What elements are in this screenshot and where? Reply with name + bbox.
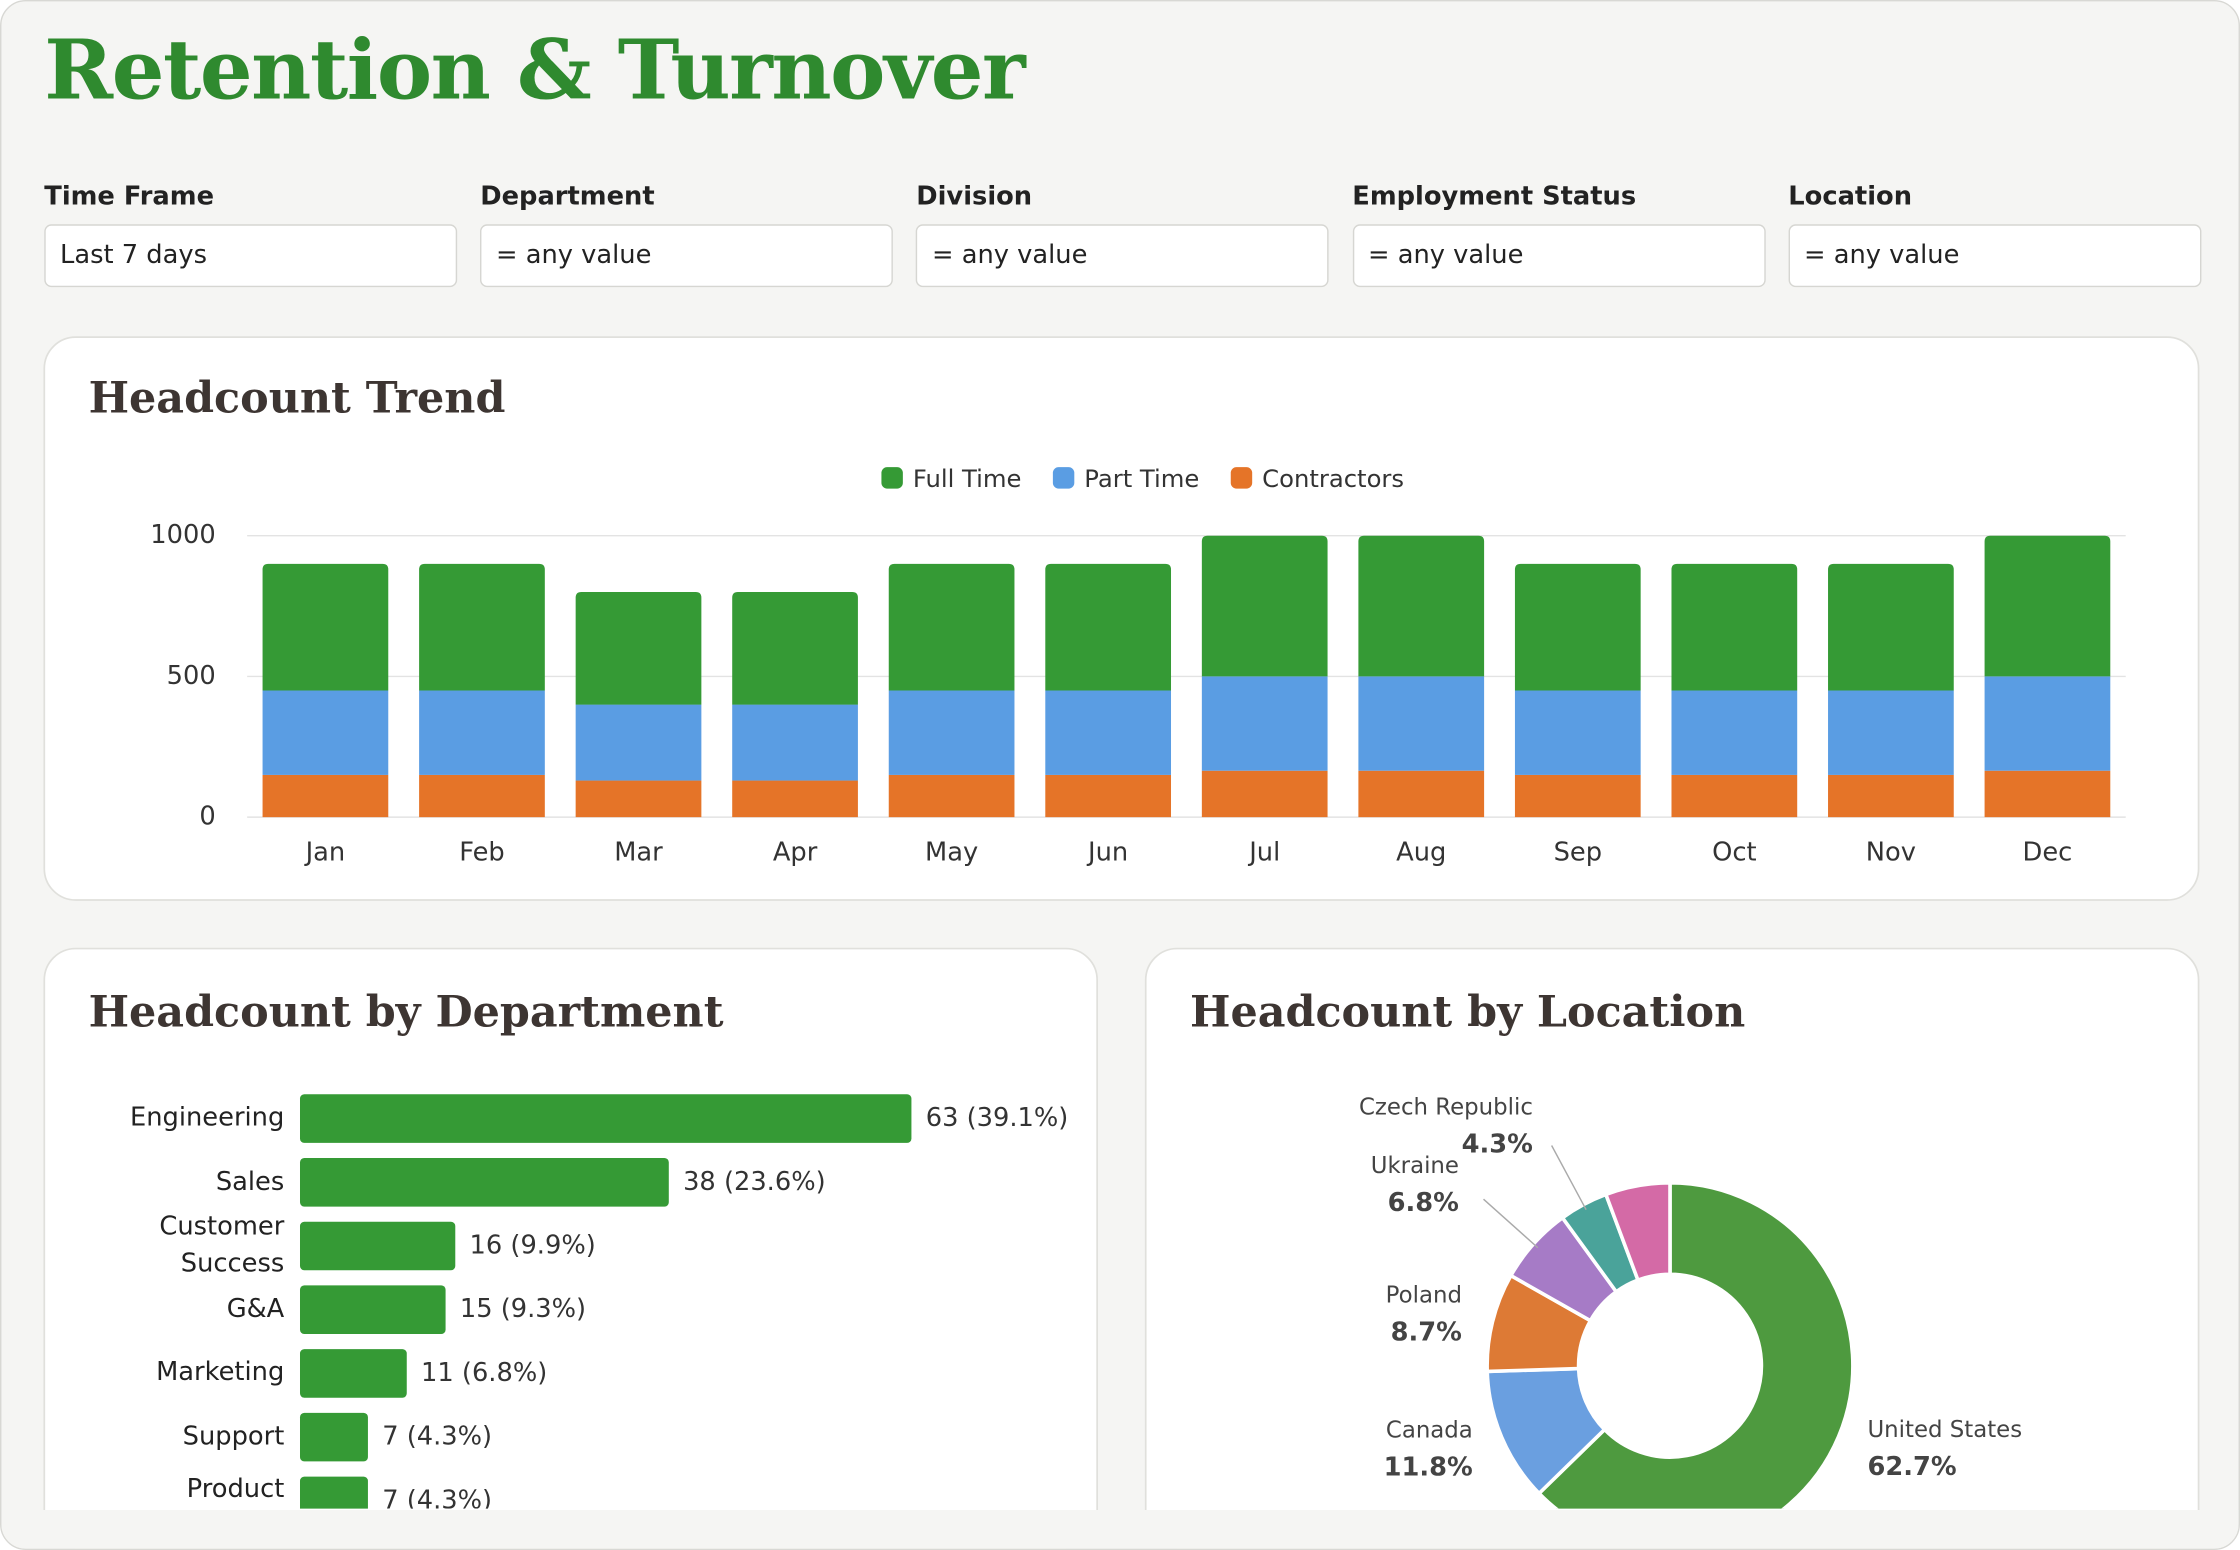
value-label: 38 (23.6%) bbox=[683, 1167, 826, 1197]
bar-segment bbox=[1985, 536, 2111, 677]
y-tick-label: 0 bbox=[199, 802, 215, 832]
value-label: 7 (4.3%) bbox=[382, 1422, 492, 1452]
bar-segment bbox=[263, 775, 389, 817]
page-edge bbox=[1, 1510, 2240, 1550]
value-label: 11 (6.8%) bbox=[421, 1358, 547, 1388]
x-tick-label: Jun bbox=[1086, 837, 1128, 867]
bar-segment bbox=[1515, 564, 1641, 691]
bar-segment bbox=[1671, 690, 1797, 774]
slice-label: United States bbox=[1867, 1417, 2022, 1443]
slice-label: Canada bbox=[1386, 1418, 1473, 1444]
x-tick-label: Oct bbox=[1712, 837, 1756, 867]
bar-segment bbox=[1671, 564, 1797, 691]
bar-segment bbox=[1045, 690, 1171, 774]
x-tick-label: Feb bbox=[459, 837, 505, 867]
bar bbox=[300, 1285, 446, 1334]
category-label: Support bbox=[70, 1419, 284, 1456]
bar-segment bbox=[889, 775, 1015, 817]
category-label: Engineering bbox=[70, 1100, 284, 1137]
slice-value: 11.8% bbox=[1384, 1453, 1473, 1483]
slice-value: 4.3% bbox=[1462, 1130, 1533, 1160]
bar-segment bbox=[1202, 771, 1328, 817]
bar-segment bbox=[263, 690, 389, 774]
bar-segment bbox=[1515, 690, 1641, 774]
slice-label: Poland bbox=[1386, 1282, 1462, 1308]
x-tick-label: May bbox=[925, 837, 978, 867]
bar-segment bbox=[732, 592, 858, 705]
bar-segment bbox=[1828, 775, 1954, 817]
bar bbox=[300, 1094, 911, 1143]
category-label: Sales bbox=[70, 1164, 284, 1201]
bar-segment bbox=[1358, 676, 1484, 770]
legend-swatch bbox=[1231, 467, 1252, 488]
bar-segment bbox=[1515, 775, 1641, 817]
bar-segment bbox=[1828, 564, 1954, 691]
bar-segment bbox=[419, 564, 545, 691]
bar-segment bbox=[1358, 536, 1484, 677]
bar-segment bbox=[1202, 676, 1328, 770]
bar-segment bbox=[732, 781, 858, 818]
legend-swatch bbox=[881, 467, 902, 488]
bar-segment bbox=[419, 690, 545, 774]
x-tick-label: Apr bbox=[773, 837, 818, 867]
slice-label: Ukraine bbox=[1371, 1153, 1459, 1179]
bar-segment bbox=[1202, 536, 1328, 677]
bar-segment bbox=[576, 705, 702, 781]
bar-segment bbox=[1828, 690, 1954, 774]
legend-label: Full Time bbox=[913, 464, 1022, 493]
bar bbox=[300, 1158, 669, 1207]
x-tick-label: Dec bbox=[2023, 837, 2073, 867]
bar-segment bbox=[732, 705, 858, 781]
bar-segment bbox=[1045, 775, 1171, 817]
chart-title: Headcount Trend bbox=[89, 373, 506, 423]
bar-segment bbox=[1985, 676, 2111, 770]
y-tick-label: 500 bbox=[167, 661, 216, 691]
value-label: 16 (9.9%) bbox=[470, 1231, 596, 1261]
value-label: 63 (39.1%) bbox=[926, 1103, 1069, 1133]
bar-segment bbox=[1671, 775, 1797, 817]
y-tick-label: 1000 bbox=[150, 520, 215, 550]
category-label: G&A bbox=[70, 1291, 284, 1328]
bar-segment bbox=[419, 775, 545, 817]
slice-value: 6.8% bbox=[1388, 1188, 1459, 1218]
chart-title: Headcount by Location bbox=[1190, 988, 1745, 1038]
category-label: Product bbox=[70, 1471, 284, 1508]
value-label: 15 (9.3%) bbox=[460, 1294, 586, 1324]
x-tick-label: Jul bbox=[1247, 837, 1280, 867]
bar-segment bbox=[889, 564, 1015, 691]
x-tick-label: Mar bbox=[614, 837, 663, 867]
legend-swatch bbox=[1053, 467, 1074, 488]
x-tick-label: Nov bbox=[1866, 837, 1916, 867]
legend-label: Contractors bbox=[1262, 464, 1404, 493]
x-tick-label: Sep bbox=[1554, 837, 1602, 867]
bar-segment bbox=[1045, 564, 1171, 691]
bar-segment bbox=[263, 564, 389, 691]
slice-value: 8.7% bbox=[1391, 1317, 1462, 1347]
bar-segment bbox=[889, 690, 1015, 774]
chart-title: Headcount by Department bbox=[89, 988, 724, 1038]
bar-segment bbox=[576, 781, 702, 818]
bar bbox=[300, 1222, 455, 1271]
legend-label: Part Time bbox=[1084, 464, 1199, 493]
slice-label: Czech Republic bbox=[1359, 1095, 1533, 1121]
category-label: Customer Success bbox=[70, 1209, 284, 1283]
category-label: Marketing bbox=[70, 1355, 284, 1392]
x-tick-label: Aug bbox=[1396, 837, 1446, 867]
bar-segment bbox=[1358, 771, 1484, 817]
slice-value: 62.7% bbox=[1867, 1452, 1956, 1482]
bar-segment bbox=[576, 592, 702, 705]
bar-segment bbox=[1985, 771, 2111, 817]
bar bbox=[300, 1413, 368, 1462]
bar bbox=[300, 1349, 407, 1398]
x-tick-label: Jan bbox=[304, 837, 346, 867]
